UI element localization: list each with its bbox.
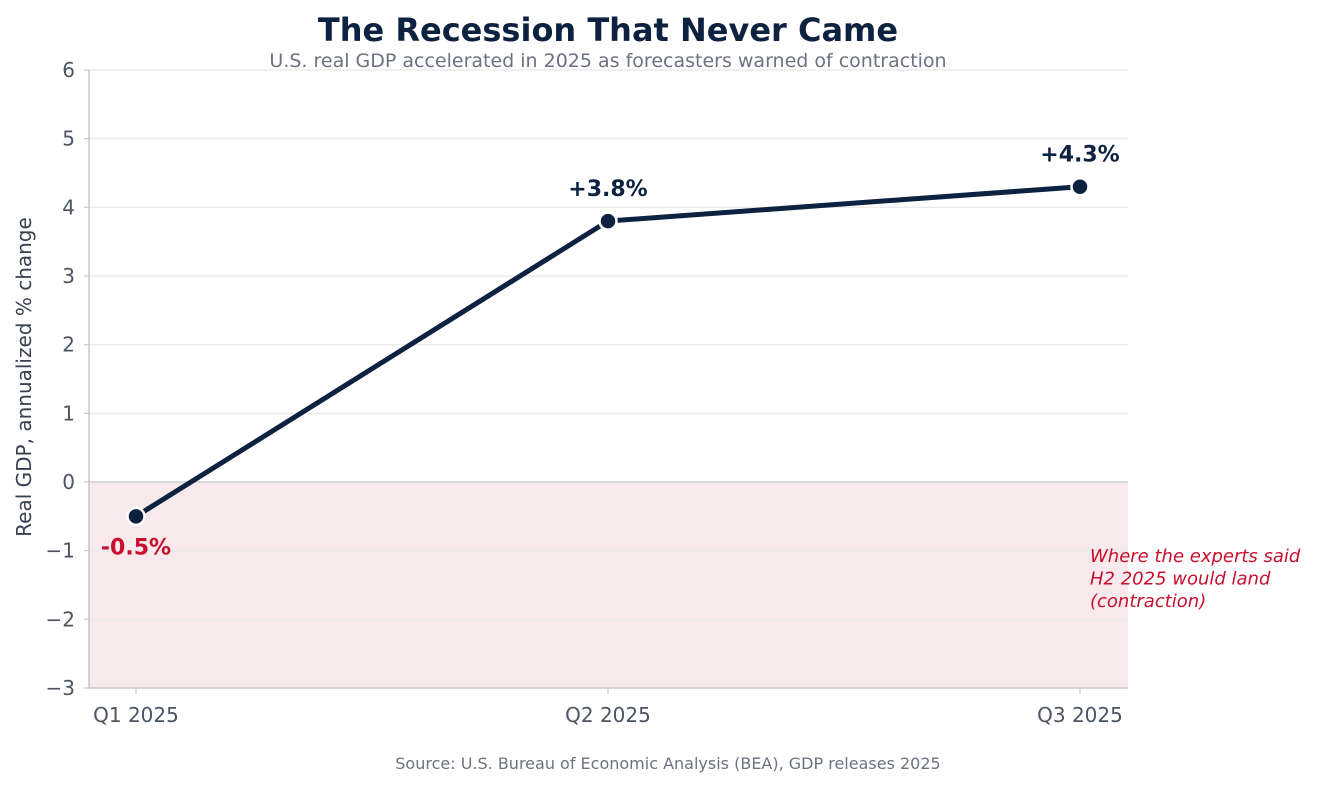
data-label: -0.5% bbox=[101, 535, 171, 560]
data-point bbox=[598, 211, 618, 231]
data-label: +4.3% bbox=[1040, 143, 1119, 168]
y-axis-ticks: −3 −2 −1 0 1 2 3 4 5 6 bbox=[46, 58, 89, 700]
x-tick-label: Q2 2025 bbox=[565, 703, 651, 727]
data-point bbox=[126, 506, 146, 527]
y-tick-label: 1 bbox=[62, 401, 75, 425]
y-axis-label: Real GDP, annualized % change bbox=[12, 217, 36, 537]
data-point bbox=[1070, 176, 1090, 197]
y-tick-label: 4 bbox=[62, 195, 75, 219]
y-tick-label: 5 bbox=[62, 127, 75, 151]
gdp-series-line bbox=[133, 184, 1083, 519]
gridlines bbox=[89, 69, 1128, 621]
data-labels: -0.5% +3.8% +4.3% bbox=[101, 143, 1120, 561]
x-axis-ticks: Q1 2025 Q2 2025 Q3 2025 bbox=[93, 688, 1123, 727]
source-note: Source: U.S. Bureau of Economic Analysis… bbox=[395, 754, 940, 773]
contraction-shaded-region bbox=[89, 482, 1128, 688]
data-label: +3.8% bbox=[568, 177, 647, 202]
y-tick-label: 6 bbox=[62, 58, 75, 82]
y-tick-label: −2 bbox=[46, 607, 75, 631]
x-tick-label: Q3 2025 bbox=[1037, 703, 1123, 727]
data-points bbox=[126, 176, 1090, 527]
annotation-line: Where the experts said bbox=[1090, 546, 1301, 567]
x-tick-label: Q1 2025 bbox=[93, 703, 179, 727]
annotation-line: (contraction) bbox=[1090, 591, 1206, 612]
contraction-annotation: Where the experts said H2 2025 would land… bbox=[1090, 546, 1301, 612]
y-tick-label: 0 bbox=[62, 470, 75, 494]
y-tick-label: 3 bbox=[62, 264, 75, 288]
chart-title: The Recession That Never Came bbox=[318, 11, 898, 49]
y-tick-label: 2 bbox=[62, 333, 75, 357]
y-tick-label: −1 bbox=[46, 539, 75, 563]
y-tick-label: −3 bbox=[46, 676, 75, 700]
chart-subtitle: U.S. real GDP accelerated in 2025 as for… bbox=[269, 50, 946, 72]
annotation-line: H2 2025 would land bbox=[1090, 569, 1271, 590]
